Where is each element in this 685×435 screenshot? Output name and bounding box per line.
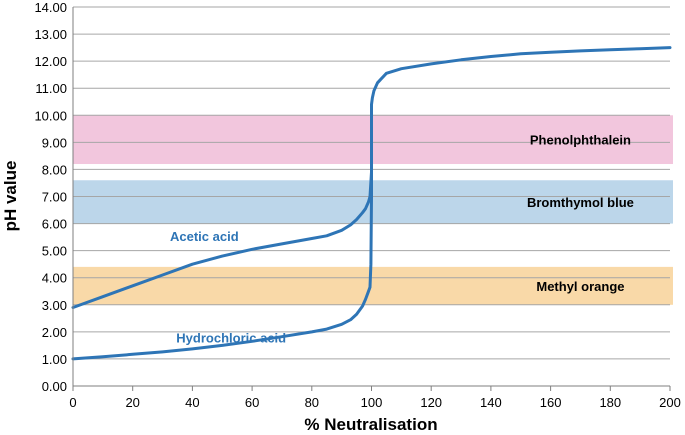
curve-acetic-acid bbox=[71, 170, 373, 309]
y-tick-label: 4.00 bbox=[42, 271, 67, 286]
titration-curves bbox=[71, 46, 672, 361]
axes bbox=[72, 7, 671, 391]
y-tick-label: 11.00 bbox=[35, 81, 67, 96]
x-tick-label: 180 bbox=[599, 395, 621, 410]
x-tick-label: 80 bbox=[305, 395, 319, 410]
y-tick-label: 5.00 bbox=[42, 244, 67, 259]
indicator-bands bbox=[73, 115, 673, 305]
x-tick-label: 200 bbox=[659, 395, 681, 410]
x-axis-title: % Neutralisation bbox=[304, 415, 437, 434]
y-tick-label: 6.00 bbox=[42, 217, 67, 232]
x-tick-label: 20 bbox=[125, 395, 139, 410]
y-tick-label: 0.00 bbox=[42, 379, 67, 394]
label-acetic-acid: Acetic acid bbox=[170, 229, 239, 244]
y-tick-label: 13.00 bbox=[34, 27, 67, 42]
band-bromthymol-blue bbox=[73, 180, 673, 224]
x-tick-label: 100 bbox=[361, 395, 383, 410]
x-tick-label: 140 bbox=[480, 395, 502, 410]
x-tick-label: 60 bbox=[245, 395, 259, 410]
curve-hydrochloric-acid bbox=[71, 46, 672, 361]
x-tick-label: 120 bbox=[420, 395, 442, 410]
curve-annotations: Acetic acid Hydrochloric acid bbox=[170, 229, 286, 346]
label-hydrochloric-acid: Hydrochloric acid bbox=[176, 331, 286, 346]
x-tick-labels: 0 20 40 60 80 100 120 140 160 180 200 bbox=[69, 395, 680, 410]
y-tick-label: 12.00 bbox=[34, 54, 67, 69]
band-label-bromthymol-blue: Bromthymol blue bbox=[527, 195, 634, 210]
y-tick-label: 14.00 bbox=[34, 0, 67, 15]
y-axis-title: pH value bbox=[1, 161, 20, 232]
band-phenolphthalein bbox=[73, 115, 673, 165]
y-tick-labels: 0.00 1.00 2.00 3.00 4.00 5.00 6.00 7.00 8.00 9.00… bbox=[34, 0, 67, 394]
indicator-band-labels: Phenolphthalein Bromthymol blue Methyl ora… bbox=[527, 133, 634, 294]
y-tick-label: 8.00 bbox=[42, 162, 67, 177]
y-tick-label: 2.00 bbox=[42, 325, 67, 340]
y-tick-label: 1.00 bbox=[42, 352, 67, 367]
y-tick-label: 7.00 bbox=[42, 190, 67, 205]
band-label-methyl-orange: Methyl orange bbox=[536, 279, 624, 294]
band-label-phenolphthalein: Phenolphthalein bbox=[530, 133, 631, 148]
x-tick-label: 40 bbox=[185, 395, 199, 410]
y-tick-label: 9.00 bbox=[42, 135, 67, 150]
x-tick-label: 0 bbox=[69, 395, 76, 410]
x-tick-label: 160 bbox=[540, 395, 562, 410]
band-methyl-orange bbox=[73, 266, 673, 305]
y-tick-label: 10.00 bbox=[34, 108, 67, 123]
y-tick-label: 3.00 bbox=[42, 298, 67, 313]
